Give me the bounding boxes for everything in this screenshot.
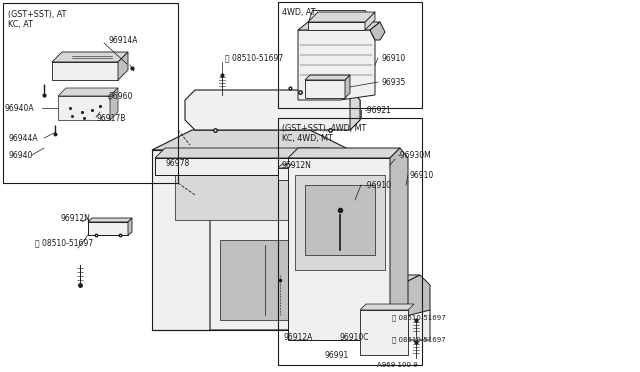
Text: 96944A: 96944A	[8, 134, 38, 142]
Polygon shape	[278, 164, 292, 168]
Polygon shape	[360, 310, 408, 355]
Polygon shape	[210, 150, 390, 330]
Polygon shape	[390, 275, 430, 320]
Polygon shape	[320, 290, 430, 340]
Text: (GST+SST), 4WD, MT: (GST+SST), 4WD, MT	[282, 124, 366, 132]
Polygon shape	[185, 90, 360, 130]
Polygon shape	[220, 240, 340, 320]
Text: KC, AT: KC, AT	[8, 19, 33, 29]
Text: -96910: -96910	[365, 180, 392, 189]
Polygon shape	[308, 12, 375, 22]
Polygon shape	[308, 22, 365, 30]
Text: 96940: 96940	[8, 151, 33, 160]
Text: 4WD, AT: 4WD, AT	[282, 7, 316, 16]
Text: 96914A: 96914A	[108, 35, 138, 45]
Text: -96921: -96921	[365, 106, 392, 115]
Polygon shape	[88, 222, 128, 235]
Polygon shape	[175, 155, 310, 220]
Polygon shape	[320, 275, 420, 290]
Bar	[3, 3, 178, 183]
Polygon shape	[305, 75, 350, 80]
Text: 96912N: 96912N	[282, 160, 312, 170]
Polygon shape	[52, 62, 118, 80]
Polygon shape	[288, 158, 390, 340]
Polygon shape	[152, 150, 210, 330]
Text: 96991: 96991	[325, 350, 349, 359]
Polygon shape	[295, 175, 385, 270]
Polygon shape	[305, 80, 345, 98]
Text: 96935: 96935	[382, 77, 406, 87]
Text: 96917B: 96917B	[96, 113, 125, 122]
Text: 96960: 96960	[108, 92, 132, 100]
Text: Ⓢ 08510-51697: Ⓢ 08510-51697	[392, 315, 445, 321]
Text: 96910: 96910	[410, 170, 435, 180]
Polygon shape	[52, 52, 128, 62]
Text: 96978: 96978	[165, 158, 189, 167]
Text: KC, 4WD, MT: KC, 4WD, MT	[282, 134, 333, 142]
Polygon shape	[155, 158, 310, 175]
Polygon shape	[370, 22, 385, 40]
Polygon shape	[350, 150, 390, 230]
Polygon shape	[365, 12, 375, 30]
Text: 96940A: 96940A	[4, 103, 34, 112]
Text: Ⓢ 08510-51697: Ⓢ 08510-51697	[225, 54, 283, 62]
Polygon shape	[350, 90, 360, 130]
Polygon shape	[298, 30, 375, 100]
Polygon shape	[345, 75, 350, 98]
Polygon shape	[390, 148, 408, 348]
Text: 96912A: 96912A	[284, 334, 314, 343]
Polygon shape	[58, 96, 110, 120]
Text: Ⓢ 08510-51697: Ⓢ 08510-51697	[35, 238, 93, 247]
Text: 96910C: 96910C	[340, 334, 369, 343]
Polygon shape	[288, 148, 400, 158]
Polygon shape	[118, 52, 128, 80]
Polygon shape	[308, 10, 365, 22]
Polygon shape	[360, 304, 414, 310]
Polygon shape	[88, 218, 132, 222]
Text: 96912N: 96912N	[60, 214, 90, 222]
Text: A969 100 9: A969 100 9	[377, 362, 418, 368]
Polygon shape	[278, 168, 288, 180]
Polygon shape	[155, 148, 320, 158]
Bar	[278, 118, 422, 365]
Polygon shape	[152, 130, 350, 150]
Polygon shape	[58, 88, 118, 96]
Polygon shape	[298, 22, 380, 30]
Polygon shape	[128, 218, 132, 235]
Text: 96910: 96910	[382, 54, 406, 62]
Bar	[278, 2, 422, 108]
Polygon shape	[305, 185, 375, 255]
Text: (GST+SST), AT: (GST+SST), AT	[8, 10, 67, 19]
Text: -96930M: -96930M	[398, 151, 432, 160]
Polygon shape	[110, 88, 118, 120]
Text: Ⓢ 08510-51697: Ⓢ 08510-51697	[392, 337, 445, 343]
